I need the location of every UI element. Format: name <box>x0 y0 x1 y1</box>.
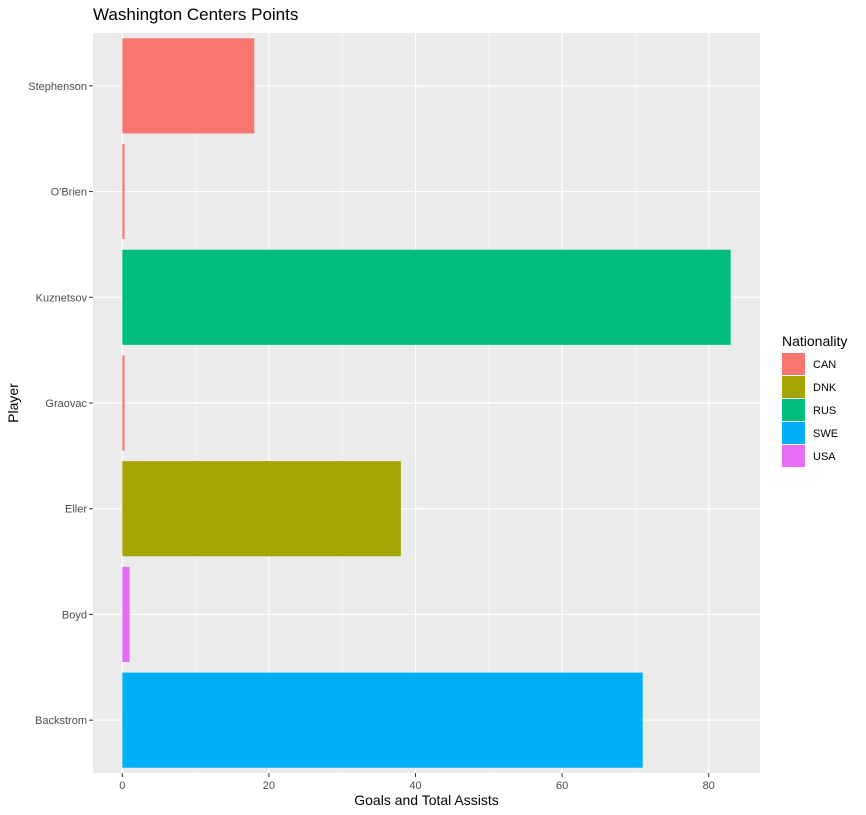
y-tick-label: O'Brien <box>51 187 87 199</box>
x-axis-ticks: 0 20 40 60 80 <box>119 773 715 792</box>
legend-title: Nationality <box>782 333 847 349</box>
x-tick-label: 20 <box>263 780 275 792</box>
y-axis-title: Player <box>5 383 21 423</box>
y-tick-label: Graovac <box>45 398 87 410</box>
legend-label: DNK <box>813 382 837 394</box>
grid-lines <box>93 33 760 773</box>
y-tick-label: Boyd <box>62 609 87 621</box>
legend: Nationality CAN DNK RUS SWE USA <box>782 333 847 467</box>
y-tick-label: Backstrom <box>35 715 87 727</box>
legend-label: RUS <box>813 405 836 417</box>
y-tick-label: Eller <box>65 504 87 516</box>
y-tick-label: Stephenson <box>28 81 87 93</box>
x-axis-title: Goals and Total Assists <box>354 792 498 808</box>
bar-boyd <box>122 566 130 662</box>
x-tick-label: 0 <box>119 780 125 792</box>
legend-label: USA <box>813 451 836 463</box>
bar-eller <box>122 461 401 557</box>
x-tick-label: 60 <box>556 780 568 792</box>
legend-label: CAN <box>813 359 836 371</box>
bar-obrien <box>122 144 125 240</box>
legend-key-swe <box>782 422 805 444</box>
chart-title: Washington Centers Points <box>93 5 298 24</box>
y-tick-label: Kuznetsov <box>36 292 88 304</box>
bars <box>122 38 731 768</box>
legend-label: SWE <box>813 428 838 440</box>
legend-key-rus <box>782 399 805 421</box>
legend-key-dnk <box>782 376 805 398</box>
bar-kuznetsov <box>122 249 731 345</box>
bar-graovac <box>122 355 125 451</box>
legend-key-usa <box>782 445 805 467</box>
legend-key-can <box>782 353 805 375</box>
y-axis-ticks: Stephenson O'Brien Kuznetsov Graovac Eller Bo… <box>28 81 93 727</box>
bar-backstrom <box>122 672 643 768</box>
x-tick-label: 40 <box>409 780 421 792</box>
bar-stephenson <box>122 38 255 134</box>
x-tick-label: 80 <box>703 780 715 792</box>
